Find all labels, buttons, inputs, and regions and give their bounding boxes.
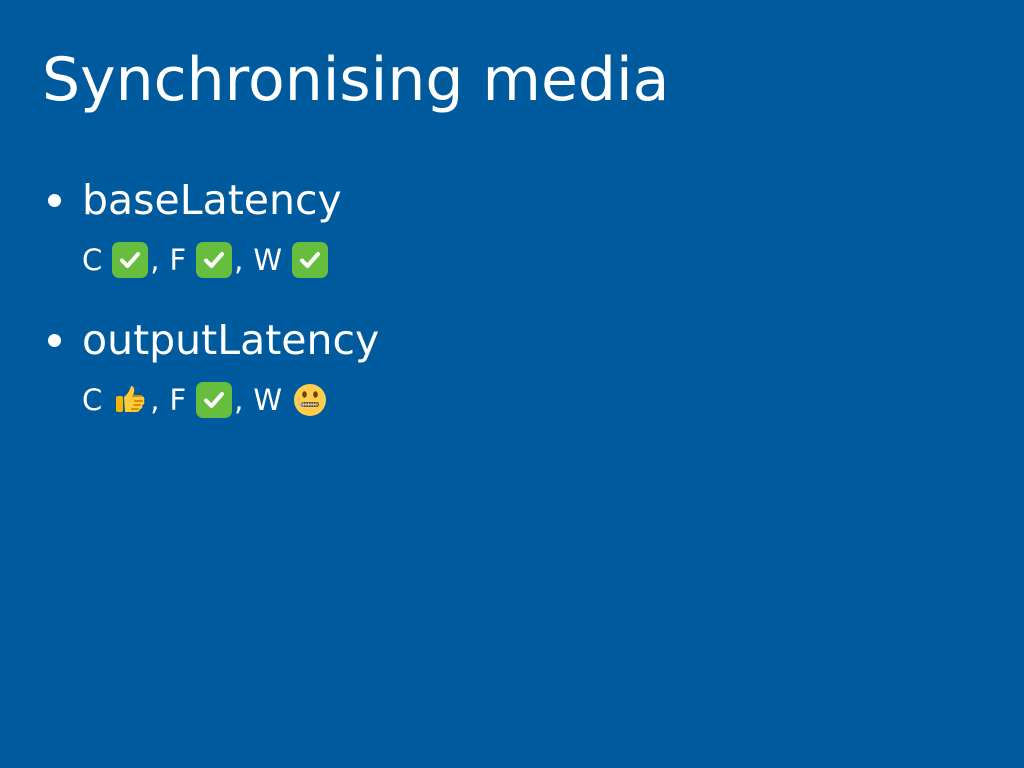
browser-letter: W	[253, 383, 283, 417]
bullet-icon	[48, 334, 61, 347]
separator: ,	[234, 243, 244, 277]
item-label: baseLatency	[82, 176, 342, 224]
check-icon	[112, 242, 149, 278]
browser-support-w: W	[253, 240, 340, 280]
separator: ,	[150, 243, 160, 277]
check-icon	[196, 242, 233, 278]
check-icon	[292, 242, 329, 278]
zipper-mouth-face-icon	[292, 382, 328, 418]
browser-support-row: C , F ,	[82, 240, 340, 280]
browser-support-c: C ,	[82, 240, 169, 280]
browser-letter: W	[253, 243, 283, 277]
bullet-icon	[48, 194, 61, 207]
browser-letter: C	[82, 243, 103, 277]
separator: ,	[234, 383, 244, 417]
browser-letter: F	[169, 243, 187, 277]
browser-letter: F	[169, 383, 187, 417]
browser-support-f: F ,	[169, 240, 253, 280]
item-label: outputLatency	[82, 316, 380, 364]
thumbs-up-icon	[112, 382, 148, 418]
slide-title: Synchronising media	[42, 45, 670, 115]
browser-support-f: F ,	[169, 380, 253, 420]
check-icon	[196, 382, 233, 418]
browser-support-c: C ,	[82, 380, 169, 420]
browser-support-w: W	[253, 380, 340, 420]
browser-support-row: C , F	[82, 380, 340, 420]
separator: ,	[150, 383, 160, 417]
browser-letter: C	[82, 383, 103, 417]
